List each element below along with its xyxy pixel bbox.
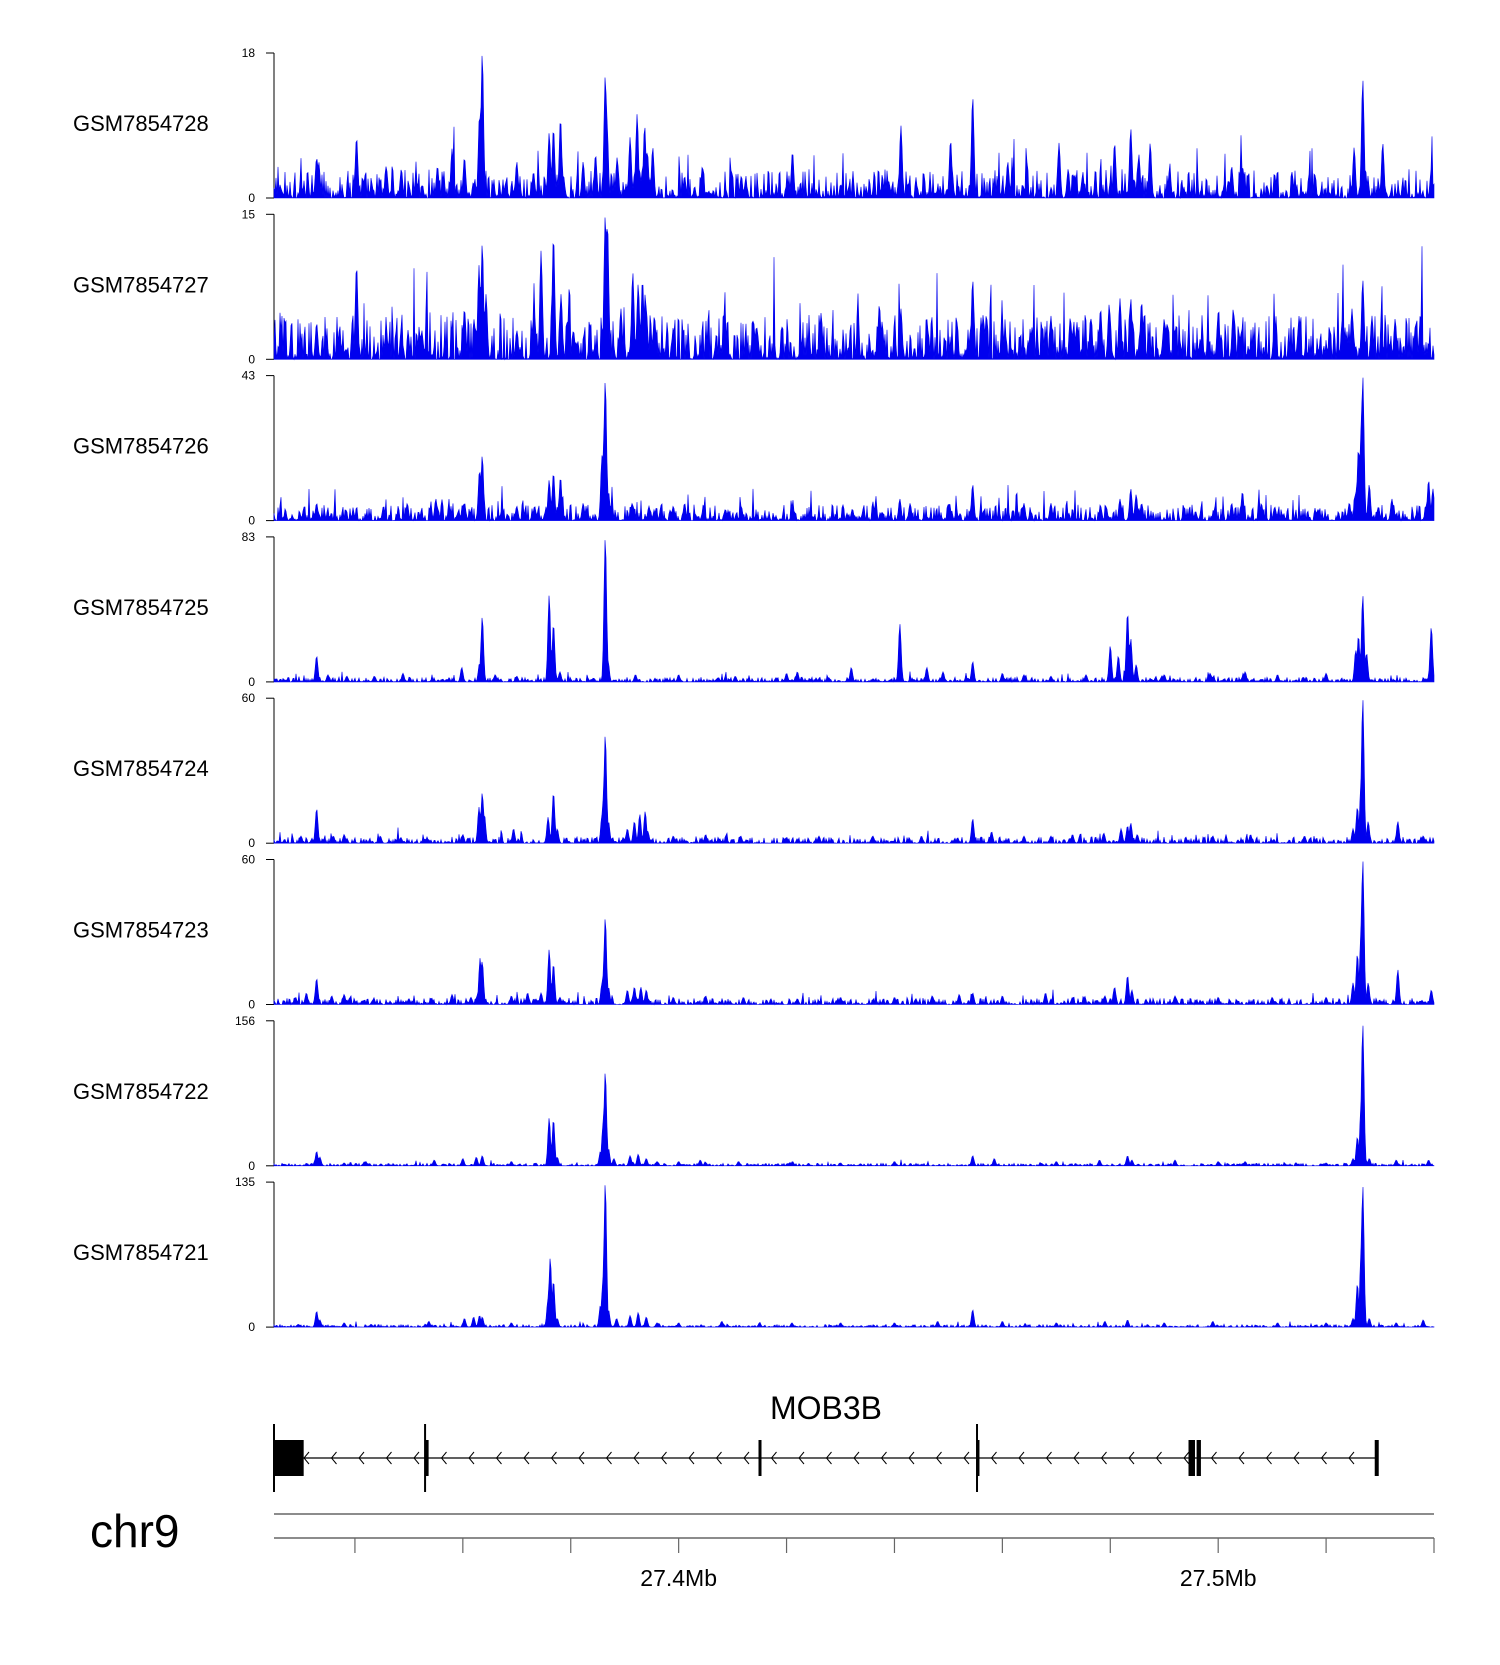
exon bbox=[1188, 1440, 1195, 1476]
y-axis-min-label: 0 bbox=[248, 998, 255, 1012]
strand-arrow bbox=[688, 1451, 695, 1465]
gene-label: MOB3B bbox=[770, 1390, 882, 1426]
strand-arrow bbox=[715, 1451, 722, 1465]
strand-arrow bbox=[1348, 1451, 1355, 1465]
strand-arrow bbox=[798, 1451, 805, 1465]
coverage-area bbox=[273, 1025, 1435, 1167]
track-label: GSM7854727 bbox=[73, 272, 209, 297]
strand-arrow bbox=[330, 1451, 337, 1465]
strand-arrow bbox=[440, 1451, 447, 1465]
strand-arrow bbox=[853, 1451, 860, 1465]
track-GSM7854725: GSM7854725 83 0 bbox=[73, 530, 1435, 689]
strand-arrow bbox=[1320, 1451, 1327, 1465]
tracks-layer: GSM7854728180GSM7854727150GSM7854726430G… bbox=[73, 46, 1435, 1334]
y-axis-min-label: 0 bbox=[248, 836, 255, 850]
strand-arrow bbox=[1045, 1451, 1052, 1465]
strand-arrow bbox=[468, 1451, 475, 1465]
strand-arrow bbox=[1183, 1451, 1190, 1465]
strand-arrow bbox=[880, 1451, 887, 1465]
strand-arrow bbox=[1128, 1451, 1135, 1465]
axis-tick-label: 27.4Mb bbox=[640, 1565, 717, 1591]
gene-model: MOB3B bbox=[273, 1390, 1379, 1492]
strand-arrow bbox=[770, 1451, 777, 1465]
strand-arrow bbox=[633, 1451, 640, 1465]
y-axis-min-label: 0 bbox=[248, 1320, 255, 1334]
y-axis-min-label: 0 bbox=[248, 1159, 255, 1173]
coverage-area bbox=[273, 861, 1435, 1006]
strand-arrow bbox=[1100, 1451, 1107, 1465]
y-axis-min-label: 0 bbox=[248, 675, 255, 689]
strand-arrow bbox=[358, 1451, 365, 1465]
strand-arrow bbox=[303, 1451, 310, 1465]
track-GSM7854728: GSM7854728 18 0 bbox=[73, 46, 1435, 205]
axis-tick-label: 27.5Mb bbox=[1180, 1565, 1257, 1591]
y-axis-max-label: 43 bbox=[242, 369, 256, 383]
strand-arrow bbox=[523, 1451, 530, 1465]
coverage-area bbox=[273, 55, 1435, 200]
strand-arrow bbox=[1018, 1451, 1025, 1465]
strand-arrow bbox=[550, 1451, 557, 1465]
strand-arrow bbox=[990, 1451, 997, 1465]
y-axis-max-label: 15 bbox=[242, 207, 256, 221]
strand-arrow bbox=[660, 1451, 667, 1465]
exon bbox=[425, 1440, 429, 1476]
coverage-area bbox=[273, 700, 1435, 845]
strand-arrow bbox=[908, 1451, 915, 1465]
strand-arrow bbox=[1210, 1451, 1217, 1465]
coverage-area bbox=[273, 540, 1435, 684]
coverage-area bbox=[273, 377, 1435, 522]
strand-arrow bbox=[1073, 1451, 1080, 1465]
y-axis-max-label: 60 bbox=[242, 691, 256, 705]
chromosome-label: chr9 bbox=[90, 1505, 179, 1557]
coverage-area bbox=[273, 1185, 1435, 1328]
track-label: GSM7854725 bbox=[73, 595, 209, 620]
strand-arrow bbox=[963, 1451, 970, 1465]
y-axis-max-label: 83 bbox=[242, 530, 256, 544]
strand-arrow bbox=[1155, 1451, 1162, 1465]
y-axis-min-label: 0 bbox=[248, 514, 255, 528]
y-axis-min-label: 0 bbox=[248, 352, 255, 366]
strand-arrow bbox=[825, 1451, 832, 1465]
track-label: GSM7854722 bbox=[73, 1079, 209, 1104]
exon bbox=[1196, 1440, 1201, 1476]
strand-arrow bbox=[935, 1451, 942, 1465]
strand-arrow bbox=[1238, 1451, 1245, 1465]
strand-arrow bbox=[743, 1451, 750, 1465]
strand-arrow bbox=[413, 1451, 420, 1465]
strand-arrow bbox=[578, 1451, 585, 1465]
y-axis-max-label: 18 bbox=[242, 46, 256, 60]
strand-arrow bbox=[385, 1451, 392, 1465]
y-axis-max-label: 60 bbox=[242, 853, 256, 867]
track-GSM7854722: GSM7854722 156 0 bbox=[73, 1014, 1435, 1173]
exon bbox=[1375, 1440, 1379, 1476]
track-GSM7854723: GSM7854723 60 0 bbox=[73, 853, 1435, 1012]
track-label: GSM7854726 bbox=[73, 434, 209, 459]
y-axis-min-label: 0 bbox=[248, 191, 255, 205]
strand-arrow bbox=[1293, 1451, 1300, 1465]
strand-arrow bbox=[495, 1451, 502, 1465]
track-label: GSM7854723 bbox=[73, 918, 209, 943]
strand-arrow bbox=[1265, 1451, 1272, 1465]
y-axis-max-label: 135 bbox=[235, 1175, 255, 1189]
strand-arrow bbox=[605, 1451, 612, 1465]
track-label: GSM7854724 bbox=[73, 756, 209, 781]
genome-axis: chr9 27.4Mb 27.5Mb bbox=[90, 1505, 1435, 1591]
track-GSM7854724: GSM7854724 60 0 bbox=[73, 691, 1435, 850]
track-GSM7854726: GSM7854726 43 0 bbox=[73, 369, 1435, 528]
track-GSM7854727: GSM7854727 15 0 bbox=[73, 207, 1435, 366]
track-label: GSM7854721 bbox=[73, 1240, 209, 1265]
y-axis-max-label: 156 bbox=[235, 1014, 255, 1028]
coverage-area bbox=[273, 217, 1435, 361]
track-GSM7854721: GSM7854721 135 0 bbox=[73, 1175, 1435, 1334]
track-label: GSM7854728 bbox=[73, 111, 209, 136]
exon bbox=[274, 1440, 304, 1476]
